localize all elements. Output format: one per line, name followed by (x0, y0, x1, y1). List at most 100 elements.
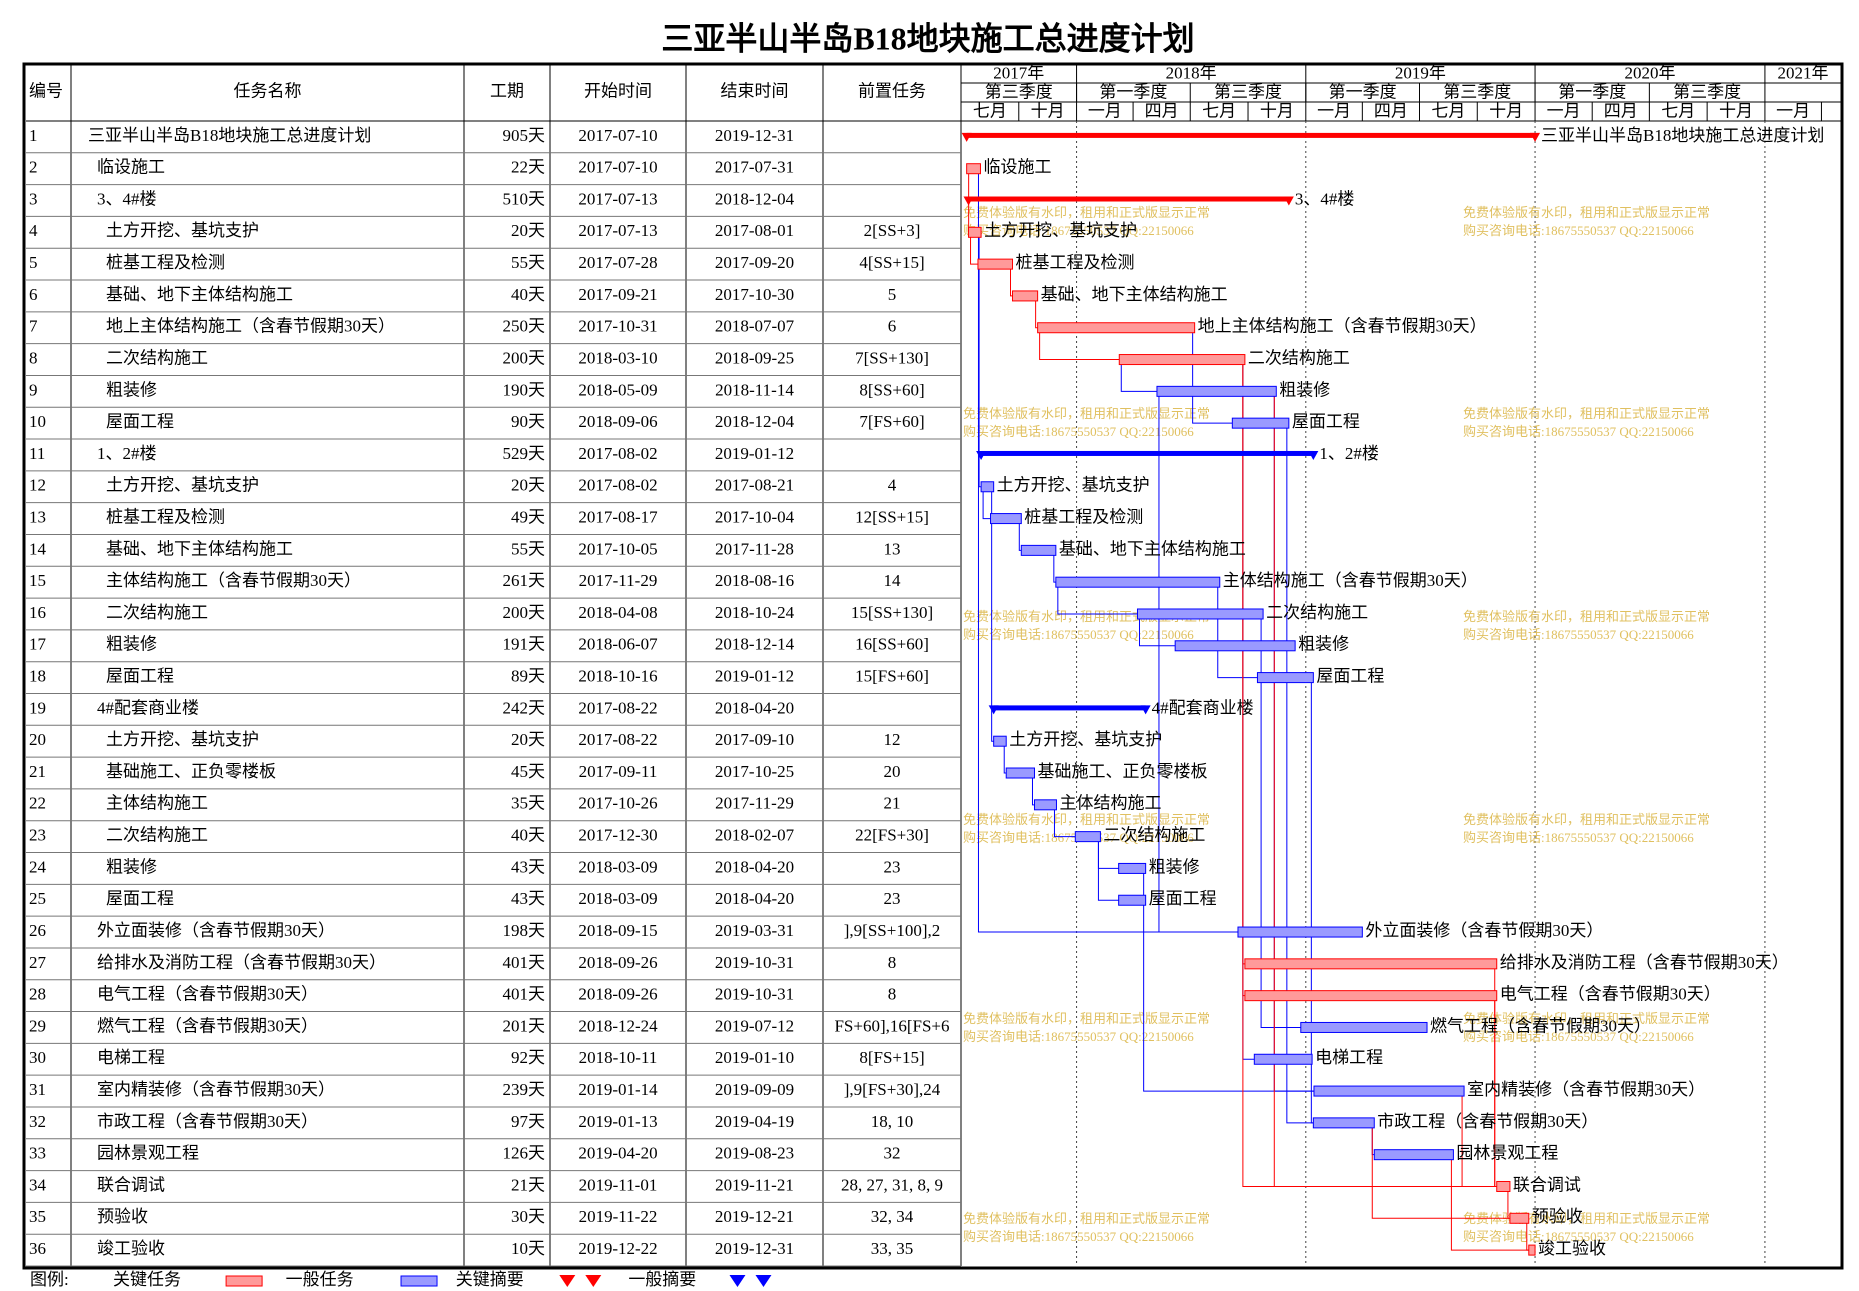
task-predecessor: 32, 34 (871, 1207, 914, 1226)
task-id: 3 (29, 189, 38, 208)
watermark: 购买咨询电话:18675550537 QQ:22150066 (1463, 1029, 1694, 1044)
task-id: 2 (29, 158, 38, 177)
task-id: 27 (29, 953, 47, 972)
legend-entry: 关键任务 (113, 1270, 181, 1289)
task-start: 2017-08-17 (578, 507, 658, 526)
task-start: 2017-07-28 (578, 253, 657, 272)
quarter-label: 四月 (1145, 101, 1179, 120)
task-id: 1 (29, 126, 38, 145)
task-predecessor: 4[SS+15] (859, 253, 924, 272)
summary-line (981, 450, 1314, 456)
quarter-label: 十月 (1489, 101, 1523, 120)
dependency-link (1286, 428, 1314, 1124)
task-bar-shape (977, 258, 1014, 270)
bar-label: 临设施工 (983, 158, 1051, 177)
task-start: 2018-03-09 (578, 857, 657, 876)
watermark: 购买咨询电话:18675550537 QQ:22150066 (963, 1229, 1194, 1244)
task-bar (1136, 608, 1264, 620)
task-bar (1237, 926, 1363, 938)
task-duration: 905天 (503, 126, 546, 145)
quarter-label: 一月 (1317, 101, 1351, 120)
task-predecessor: 28, 27, 31, 8, 9 (841, 1175, 943, 1194)
task-id: 15 (29, 571, 46, 590)
task-end: 2018-12-04 (715, 189, 795, 208)
task-duration: 200天 (503, 603, 546, 622)
task-id: 14 (29, 539, 47, 558)
task-end: 2018-09-25 (715, 348, 794, 367)
task-duration: 190天 (503, 380, 546, 399)
task-id: 34 (29, 1175, 47, 1194)
legend-summary-cap (755, 1275, 772, 1287)
watermark: 免费体验版有水印，租用和正式版显示正常 (1463, 609, 1710, 624)
task-bar-shape (1020, 544, 1057, 556)
task-bar-shape (980, 481, 995, 493)
watermark: 免费体验版有水印，租用和正式版显示正常 (1463, 1011, 1710, 1026)
dependency-link (1450, 1159, 1529, 1251)
task-duration: 30天 (511, 1207, 545, 1226)
task-duration: 242天 (503, 698, 546, 717)
task-start: 2017-07-10 (578, 126, 657, 145)
task-bar-shape (993, 735, 1007, 747)
task-duration: 89天 (511, 667, 545, 686)
task-bar (1231, 417, 1290, 429)
task-end: 2019-12-31 (715, 1239, 794, 1258)
task-bar (961, 132, 1541, 142)
legend-summary-cap (559, 1275, 576, 1287)
task-id: 30 (29, 1048, 46, 1067)
task-end: 2017-07-31 (715, 158, 794, 177)
half-label: 第一季度 (1558, 82, 1626, 101)
task-predecessor: 21 (884, 794, 901, 813)
quarter-label: 七月 (973, 101, 1007, 120)
task-start: 2018-10-11 (579, 1048, 658, 1067)
task-bar-shape (1528, 1244, 1536, 1256)
task-predecessor: 32 (884, 1144, 901, 1163)
legend-label: 图例: (30, 1270, 69, 1289)
task-start: 2018-03-09 (578, 889, 657, 908)
task-bar-shape (1496, 1180, 1511, 1192)
task-duration: 201天 (503, 1016, 546, 1035)
task-bar-shape (400, 1275, 438, 1287)
task-name: 4#配套商业楼 (97, 698, 199, 717)
task-bar-shape (1156, 385, 1277, 397)
watermark: 购买咨询电话:18675550537 QQ:22150066 (963, 627, 1194, 642)
task-end: 2018-08-16 (715, 571, 794, 590)
task-bar (1055, 576, 1221, 588)
quarter-label: 一月 (1547, 101, 1581, 120)
task-duration: 529天 (503, 444, 546, 463)
task-bar-shape (990, 513, 1022, 525)
dependency-link (1260, 618, 1301, 1028)
task-duration: 510天 (503, 189, 546, 208)
task-name: 基础施工、正负零楼板 (106, 762, 276, 781)
legend-summary-cap (729, 1275, 746, 1287)
quarter-label: 十月 (1031, 101, 1065, 120)
task-name: 给排水及消防工程（含春节假期30天） (97, 953, 386, 972)
task-id: 33 (29, 1144, 46, 1163)
dependency-link (1039, 332, 1120, 361)
watermark: 免费体验版有水印，租用和正式版显示正常 (963, 812, 1210, 827)
legend-entry: 关键摘要 (456, 1270, 524, 1289)
task-duration: 97天 (511, 1112, 545, 1131)
task-bar-shape (1074, 831, 1101, 843)
task-start: 2019-12-22 (578, 1239, 657, 1258)
bar-label: 二次结构施工 (1248, 348, 1350, 367)
dependency-link (1526, 1223, 1529, 1251)
task-predecessor: 20 (884, 762, 901, 781)
task-start: 2017-08-02 (578, 444, 657, 463)
dependency-link (1273, 396, 1314, 1092)
task-predecessor: 23 (884, 857, 901, 876)
dependency-link (982, 491, 991, 520)
task-bar (963, 196, 1294, 206)
task-bar-shape (966, 163, 981, 175)
task-id: 23 (29, 826, 46, 845)
task-end: 2017-11-28 (715, 539, 794, 558)
task-start: 2018-09-26 (578, 985, 657, 1004)
task-name: 电梯工程 (97, 1048, 165, 1067)
year-label: 2021年 (1777, 63, 1828, 82)
task-start: 2018-12-24 (578, 1016, 658, 1035)
task-end: 2019-12-21 (715, 1207, 794, 1226)
task-predecessor: 23 (884, 889, 901, 908)
task-predecessor: 5 (888, 285, 897, 304)
task-id: 5 (29, 253, 38, 272)
task-start: 2018-09-06 (578, 412, 657, 431)
legend-swatch (225, 1275, 263, 1287)
